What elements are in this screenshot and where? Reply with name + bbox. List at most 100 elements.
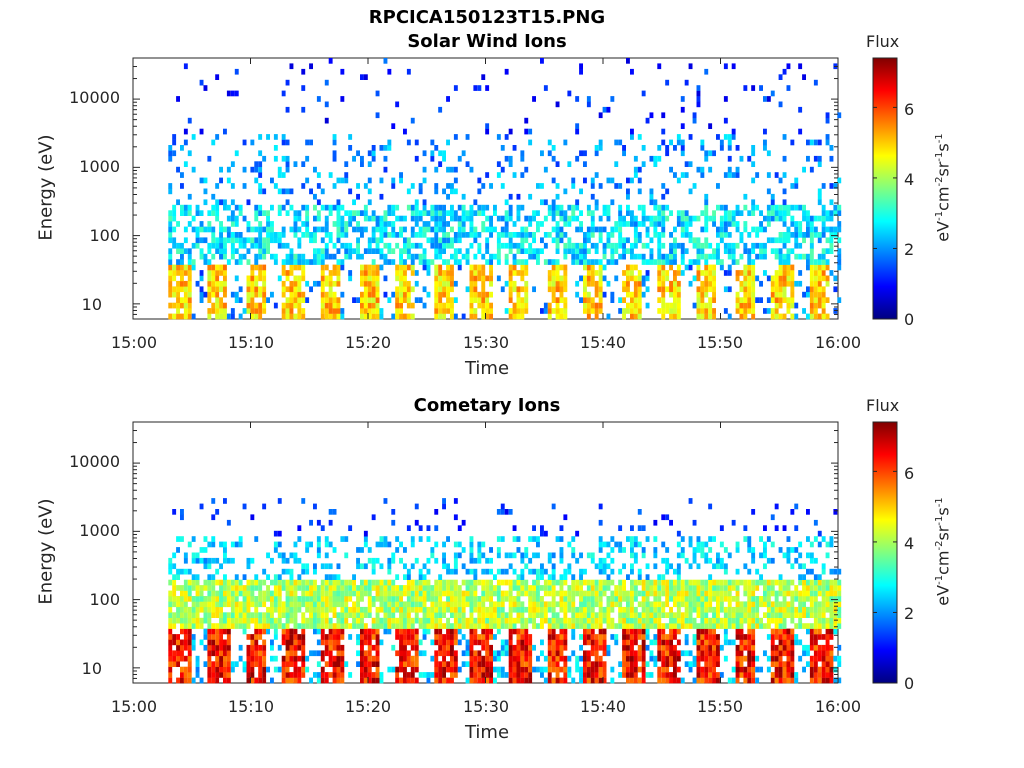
spectrogram-cell bbox=[332, 253, 337, 260]
spectrogram-cell bbox=[180, 172, 184, 178]
spectrogram-cell bbox=[649, 199, 654, 206]
spectrogram-cell bbox=[547, 644, 552, 651]
spectrogram-cell bbox=[168, 623, 173, 629]
spectrogram-cell bbox=[371, 672, 376, 678]
spectrogram-cell bbox=[234, 90, 239, 97]
spectrogram-cell bbox=[340, 666, 345, 673]
spectrogram-cell bbox=[626, 193, 630, 200]
spectrogram-cell bbox=[559, 210, 564, 216]
spectrogram-cell bbox=[590, 612, 595, 618]
spectrogram-cell bbox=[735, 210, 740, 216]
spectrogram-cell bbox=[176, 536, 180, 542]
spectrogram-cell bbox=[809, 313, 814, 320]
spectrogram-cell bbox=[540, 58, 544, 64]
spectrogram-cell bbox=[727, 145, 732, 151]
spectrogram-cell bbox=[270, 601, 274, 608]
spectrogram-cell bbox=[270, 617, 274, 624]
spectrogram-cell bbox=[289, 552, 294, 559]
spectrogram-cells bbox=[168, 58, 842, 320]
spectrogram-cell bbox=[387, 145, 392, 151]
spectrogram-cell bbox=[348, 590, 353, 597]
spectrogram-cell bbox=[496, 590, 501, 597]
spectrogram-cell bbox=[559, 536, 564, 542]
spectrogram-cell bbox=[309, 541, 313, 548]
spectrogram-cell bbox=[199, 297, 204, 303]
spectrogram-cell bbox=[320, 634, 325, 640]
spectrogram-cell bbox=[704, 291, 709, 298]
spectrogram-cell bbox=[583, 677, 587, 684]
spectrogram-cell bbox=[246, 634, 251, 640]
spectrogram-cell bbox=[336, 579, 341, 586]
spectrogram-cell bbox=[594, 226, 599, 233]
spectrogram-cell bbox=[356, 639, 360, 646]
spectrogram-cell bbox=[348, 270, 353, 276]
spectrogram-cell bbox=[414, 661, 419, 667]
spectrogram-cell bbox=[340, 677, 345, 684]
spectrogram-cell bbox=[336, 297, 341, 303]
spectrogram-cell bbox=[446, 286, 450, 293]
spectrogram-cell bbox=[340, 579, 345, 586]
spectrogram-cell bbox=[633, 221, 638, 227]
spectrogram-cell bbox=[360, 644, 364, 651]
spectrogram-cell bbox=[453, 188, 458, 195]
spectrogram-cell bbox=[360, 302, 364, 309]
spectrogram-cell bbox=[395, 291, 400, 298]
spectrogram-cell bbox=[661, 579, 666, 586]
spectrogram-cell bbox=[434, 204, 439, 211]
spectrogram-cell bbox=[399, 248, 403, 254]
spectrogram-cell bbox=[622, 547, 626, 553]
spectrogram-cell bbox=[262, 242, 267, 249]
spectrogram-cell bbox=[657, 145, 662, 151]
spectrogram-cell bbox=[266, 628, 270, 635]
spectrogram-cell bbox=[293, 628, 298, 635]
spectrogram-cell bbox=[500, 601, 505, 608]
spectrogram-cell bbox=[657, 585, 662, 591]
spectrogram-cell bbox=[262, 308, 267, 314]
spectrogram-cell bbox=[391, 644, 396, 651]
spectrogram-cell bbox=[688, 232, 693, 238]
spectrogram-cell bbox=[676, 286, 681, 293]
spectrogram-cell bbox=[524, 606, 529, 613]
spectrogram-cell bbox=[187, 270, 192, 276]
spectrogram-cell bbox=[285, 579, 290, 586]
spectrogram-cell bbox=[755, 275, 760, 282]
spectrogram-cell bbox=[340, 661, 345, 667]
spectrogram-cell bbox=[469, 628, 474, 635]
spectrogram-cell bbox=[270, 655, 274, 662]
spectrogram-cell bbox=[602, 242, 607, 249]
spectrogram-cell bbox=[817, 313, 822, 320]
spectrogram-cell bbox=[250, 596, 255, 602]
spectrogram-cell bbox=[676, 601, 681, 608]
spectrogram-cell bbox=[262, 270, 267, 276]
spectrogram-cell bbox=[536, 253, 540, 260]
spectrogram-cell bbox=[297, 253, 302, 260]
spectrogram-cell bbox=[524, 128, 529, 135]
spectrogram-cell bbox=[516, 259, 521, 265]
spectrogram-cell bbox=[360, 270, 364, 276]
spectrogram-cell bbox=[579, 275, 583, 282]
spectrogram-cell bbox=[301, 297, 306, 303]
spectrogram-cell bbox=[438, 280, 443, 287]
spectrogram-cell bbox=[637, 302, 642, 309]
spectrogram-cell bbox=[446, 606, 450, 613]
spectrogram-cell bbox=[406, 291, 411, 298]
spectrogram-cell bbox=[536, 606, 540, 613]
spectrogram-cell bbox=[363, 585, 368, 591]
spectrogram-cell bbox=[176, 650, 180, 657]
spectrogram-cell bbox=[633, 634, 638, 640]
spectrogram-cell bbox=[234, 248, 239, 254]
spectrogram-cell bbox=[387, 623, 392, 629]
spectrogram-cell bbox=[571, 552, 576, 559]
spectrogram-cell bbox=[719, 259, 724, 265]
spectrogram-cell bbox=[215, 661, 220, 667]
spectrogram-cell bbox=[676, 541, 681, 548]
spectrogram-cell bbox=[833, 226, 838, 233]
spectrogram-cell bbox=[215, 215, 220, 222]
spectrogram-cell bbox=[422, 601, 427, 608]
spectrogram-cell bbox=[297, 286, 302, 293]
spectrogram-cell bbox=[316, 672, 321, 678]
spectrogram-cell bbox=[465, 585, 470, 591]
spectrogram-cell bbox=[316, 536, 321, 542]
spectrogram-cell bbox=[653, 161, 658, 167]
spectrogram-cell bbox=[520, 568, 525, 575]
